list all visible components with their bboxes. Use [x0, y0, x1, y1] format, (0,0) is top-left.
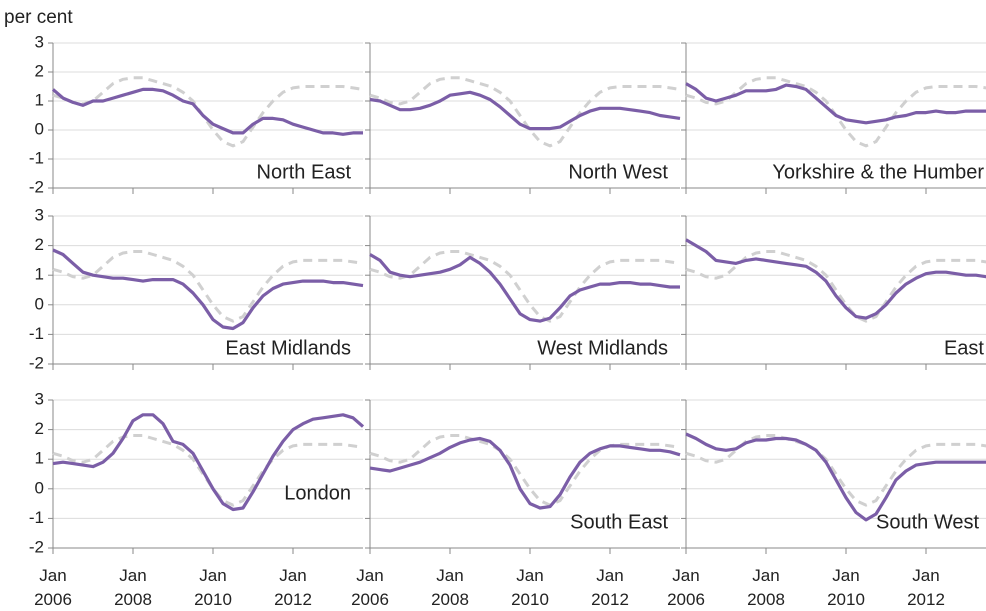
panel-title: East Midlands: [225, 337, 351, 359]
series-line: [52, 76, 364, 148]
panel: -2 -1 0 1 2 3 North East: [29, 32, 364, 196]
panel: East: [681, 215, 986, 370]
y-tick-label: 2: [35, 235, 44, 254]
x-tick-label: Jan 2008: [431, 566, 469, 609]
series-line: [369, 76, 681, 148]
x-tick-label: Jan 2008: [114, 566, 152, 609]
series-line: [369, 253, 680, 323]
x-tick-label: Jan 2010: [511, 566, 549, 609]
series-line: [369, 250, 681, 323]
x-tick-label: Jan 2010: [827, 566, 865, 609]
y-tick-label: -1: [29, 324, 44, 343]
y-tick-label: 1: [35, 90, 44, 109]
series-line: [52, 413, 365, 512]
panel-title: West Midlands: [537, 337, 668, 359]
panel-title: South East: [570, 511, 668, 533]
panel: Jan 2006 Jan 2008 Jan 2010 Jan 2012 South West: [667, 399, 986, 609]
panel: -2 -1 0 1 2 3 Jan 2006 Jan 2008 Jan 2010 Jan 2012 Lond…: [29, 389, 365, 609]
series-line: [685, 238, 986, 320]
y-tick-label: -2: [29, 537, 44, 556]
y-tick-label: -2: [29, 177, 44, 196]
x-tick-label: Jan 2012: [591, 566, 629, 609]
y-tick-label: 0: [35, 294, 44, 313]
x-tick-label: Jan 2006: [34, 566, 72, 609]
y-tick-label: 0: [35, 478, 44, 497]
x-tick-label: Jan 2012: [907, 566, 945, 609]
panel: Jan 2006 Jan 2008 Jan 2010 Jan 2012 South East: [351, 399, 681, 609]
series-line: [685, 82, 986, 125]
x-tick-label: Jan 2008: [747, 566, 785, 609]
y-tick-label: -2: [29, 353, 44, 372]
panel-title: Yorkshire & the Humber: [772, 161, 984, 183]
y-tick-label: 1: [35, 449, 44, 468]
y-tick-label: 3: [35, 32, 44, 51]
panel-title: South West: [876, 511, 979, 533]
panel-title: North East: [257, 161, 352, 183]
x-tick-label: Jan 2012: [274, 566, 312, 609]
series-line: [685, 434, 986, 507]
panel-title: London: [284, 482, 351, 504]
series-line: [52, 250, 364, 323]
x-tick-label: Jan 2010: [194, 566, 232, 609]
panel: North West: [365, 42, 681, 194]
panel-title: East: [944, 337, 984, 359]
x-tick-label: Jan 2006: [667, 566, 705, 609]
y-tick-label: 0: [35, 119, 44, 138]
series-line: [369, 436, 681, 510]
y-axis-label: per cent: [4, 7, 73, 28]
series-line: [685, 250, 986, 323]
panel: Yorkshire & the Humber: [681, 42, 986, 194]
y-tick-label: 2: [35, 61, 44, 80]
y-tick-label: 2: [35, 419, 44, 438]
series-line: [369, 434, 681, 507]
series-line: [51, 87, 363, 136]
panel: West Midlands: [365, 215, 681, 370]
y-tick-label: -1: [29, 148, 44, 167]
panel-title: North West: [568, 161, 668, 183]
y-tick-label: 1: [35, 265, 44, 284]
y-tick-label: 3: [35, 389, 44, 408]
y-tick-label: -1: [29, 508, 44, 527]
y-tick-label: 3: [35, 205, 44, 224]
panel: -2 -1 0 1 2 3 East Midlands: [29, 205, 364, 372]
series-line: [685, 76, 986, 148]
series-line: [52, 248, 364, 331]
series-line: [685, 432, 986, 522]
series-line: [369, 90, 681, 131]
x-tick-label: Jan 2006: [351, 566, 389, 609]
